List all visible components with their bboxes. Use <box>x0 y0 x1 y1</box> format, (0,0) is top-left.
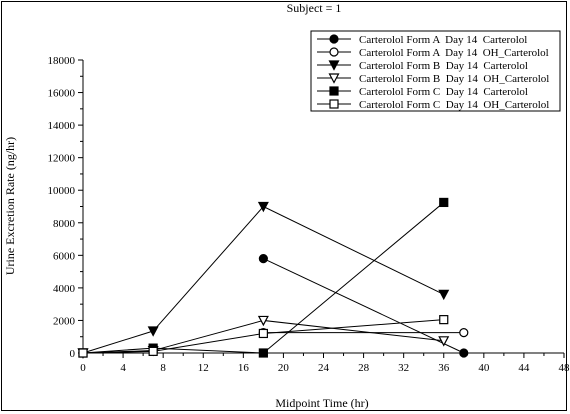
data-point <box>258 348 268 358</box>
data-point <box>257 201 269 213</box>
x-tick-label: 28 <box>358 362 370 374</box>
series-line <box>82 205 444 354</box>
legend-entry: Carterolol Form B Day 14 Carterolol <box>317 60 528 72</box>
legend-entry: Carterolol Form C Day 14 Carterolol <box>317 86 528 98</box>
x-tick-label: 44 <box>518 362 530 374</box>
series-6 <box>78 315 449 358</box>
legend-label: Carterolol Form C Day 14 Carterolol <box>359 86 528 98</box>
legend-marker <box>329 47 339 57</box>
legend-entry: Carterolol Form A Day 14 OH_Carterolol <box>317 47 549 59</box>
x-tick-label: 20 <box>278 362 290 374</box>
series-1 <box>258 253 469 358</box>
y-tick-label: 16000 <box>48 88 76 100</box>
series-line <box>82 202 445 354</box>
data-point <box>439 197 449 208</box>
data-point <box>258 253 268 264</box>
data-point <box>438 336 450 347</box>
x-tick-label: 36 <box>438 362 450 374</box>
y-tick-label: 14000 <box>48 120 76 132</box>
y-tick-label: 10000 <box>48 185 76 197</box>
legend-marker <box>328 60 340 71</box>
data-point <box>147 326 159 337</box>
x-axis-label: Midpoint Time (hr) <box>275 396 368 410</box>
x-tick-label: 8 <box>160 362 166 374</box>
y-tick-label: 2000 <box>53 315 76 327</box>
legend: Carterolol Form A Day 14 CarterololCarte… <box>310 30 561 112</box>
data-point <box>459 348 469 358</box>
chart-title: Subject = 1 <box>287 1 342 15</box>
legend-marker <box>329 86 339 96</box>
data-point <box>438 289 450 301</box>
series-3 <box>77 201 450 359</box>
plot-area <box>77 197 469 359</box>
legend-entry: Carterolol Form B Day 14 OH_Carterolol <box>317 73 549 85</box>
legend-box <box>310 30 561 112</box>
x-tick-label: 40 <box>478 362 490 374</box>
legend-marker <box>328 73 340 84</box>
y-axis-label: Urine Excretion Rate (ng/hr) <box>3 137 17 275</box>
legend-marker <box>329 99 339 109</box>
legend-entry: Carterolol Form C Day 14 OH_Carterolol <box>317 99 549 111</box>
y-tick-label: 6000 <box>53 250 76 262</box>
x-tick-label: 16 <box>238 362 250 374</box>
y-tick-label: 4000 <box>53 283 76 295</box>
legend-entry: Carterolol Form A Day 14 Carterolol <box>317 34 527 46</box>
data-point <box>459 328 469 338</box>
legend-label: Carterolol Form B Day 14 Carterolol <box>359 60 528 72</box>
x-tick-label: 32 <box>398 362 409 374</box>
y-tick-label: 0 <box>70 348 76 360</box>
data-point <box>148 346 158 356</box>
y-tick-label: 18000 <box>48 55 76 67</box>
data-point <box>439 315 449 325</box>
data-point <box>258 328 268 339</box>
legend-label: Carterolol Form C Day 14 OH_Carterolol <box>359 99 549 111</box>
x-tick-label: 4 <box>120 362 126 374</box>
legend-label: Carterolol Form A Day 14 OH_Carterolol <box>359 47 549 59</box>
data-point <box>257 315 269 327</box>
data-point <box>78 348 88 358</box>
x-tick-label: 0 <box>80 362 86 374</box>
legend-marker <box>329 34 339 44</box>
axes: 0 4 8 12 16 20 24 28 32 36 40 44 4802000400060008000… <box>48 55 570 374</box>
series-line <box>82 319 444 354</box>
x-tick-label: 48 <box>559 362 570 374</box>
y-tick-label: 12000 <box>48 153 76 165</box>
x-tick-label: 12 <box>198 362 209 374</box>
legend-label: Carterolol Form B Day 14 OH_Carterolol <box>359 73 549 85</box>
y-tick-label: 8000 <box>53 218 76 230</box>
series-line <box>263 258 465 354</box>
x-tick-label: 24 <box>318 362 330 374</box>
legend-label: Carterolol Form A Day 14 Carterolol <box>359 34 527 46</box>
